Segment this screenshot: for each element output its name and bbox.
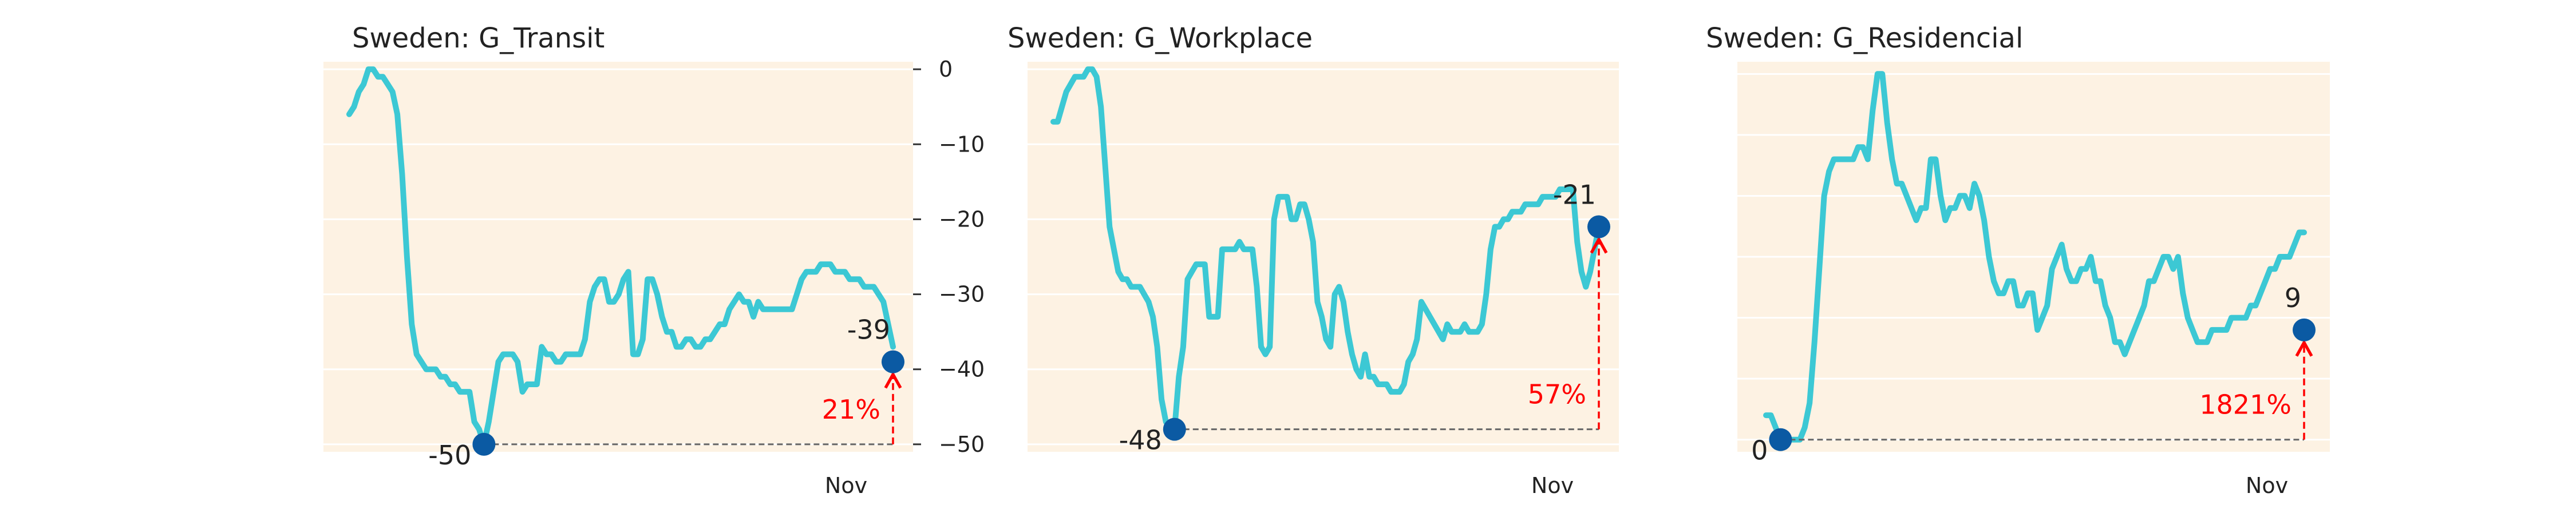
min-point-label: 0 [1751, 435, 1768, 466]
last-point-marker [1587, 215, 1610, 238]
change-percent-label: 1821% [2199, 389, 2291, 420]
x-tick-label: Nov [825, 473, 867, 498]
last-point-label: 9 [2285, 283, 2301, 313]
series-line [346, 66, 896, 447]
chart-title: Sweden: G_Transit [352, 22, 605, 54]
min-point-label: -48 [1119, 425, 1162, 456]
min-point-marker [1163, 417, 1186, 441]
y-tick-label: 0 [939, 57, 953, 82]
y-tick-label: −30 [939, 282, 985, 307]
chart-panel-3: Sweden: G_Residencial Nov 0 9 1821% [1706, 22, 2330, 498]
y-tick-label: −40 [939, 357, 985, 382]
chart-title: Sweden: G_Workplace [1008, 22, 1313, 54]
x-tick-label: Nov [1531, 473, 1574, 498]
chart-title: Sweden: G_Residencial [1706, 22, 2023, 54]
chart-panel-1: 0 −10 −20 −30 −40 −50 Sweden: G_Transit Nov -50 -… [323, 22, 985, 498]
last-point-marker [882, 350, 904, 373]
x-tick-label: Nov [2246, 473, 2288, 498]
series-line [1763, 71, 2307, 443]
y-tick-label: −20 [939, 206, 985, 232]
y-tick-label: −10 [939, 132, 985, 157]
series-line [1050, 66, 1602, 432]
y-tick-label: −50 [939, 432, 985, 457]
min-point-marker [472, 432, 496, 456]
min-point-marker [1769, 428, 1792, 451]
plot-background [1028, 62, 1619, 452]
last-point-marker [2293, 318, 2316, 341]
change-percent-label: 21% [822, 394, 880, 425]
chart-panel-2: Sweden: G_Workplace Nov -48 -21 57% [1008, 22, 1619, 498]
last-point-label: -39 [847, 315, 890, 345]
plot-background [323, 62, 913, 452]
change-percent-label: 57% [1528, 379, 1586, 410]
last-point-label: -21 [1553, 180, 1596, 210]
min-point-label: -50 [428, 440, 471, 471]
